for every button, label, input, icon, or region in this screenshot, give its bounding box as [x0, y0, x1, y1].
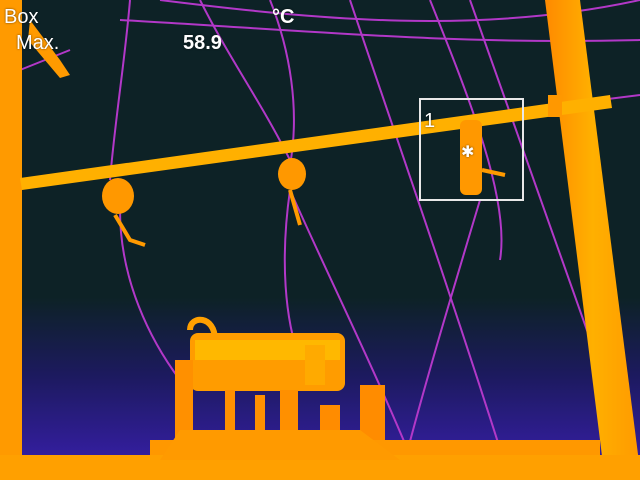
crossarm	[20, 95, 612, 190]
measure-stat-label: Max.	[16, 32, 60, 54]
transformer	[0, 316, 640, 480]
hotspot-star-icon: ✱	[461, 144, 475, 161]
max-temperature-value: 58.9	[183, 32, 222, 54]
measurement-box-id: 1	[424, 110, 436, 132]
measure-mode-label: Box	[4, 6, 39, 28]
insulators	[102, 95, 562, 214]
temperature-unit: °C	[272, 6, 295, 28]
measurement-box[interactable]	[419, 98, 524, 201]
